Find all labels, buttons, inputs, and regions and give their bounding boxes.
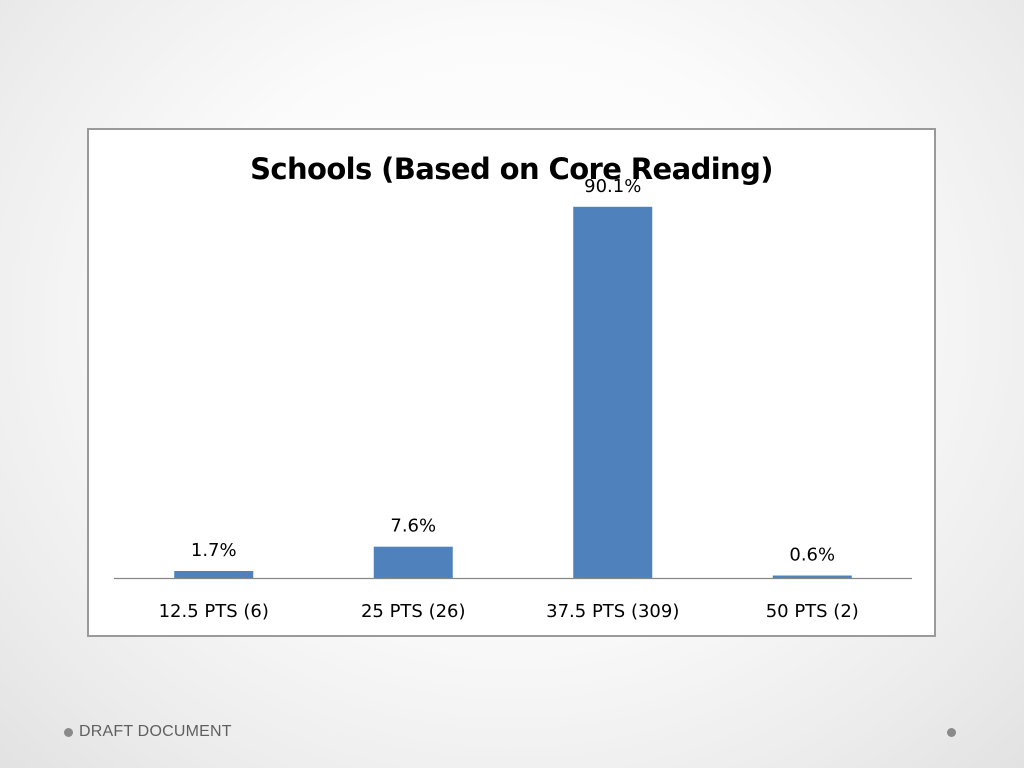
bar (772, 575, 852, 578)
bar (573, 206, 653, 578)
data-label: 90.1% (584, 176, 641, 197)
data-label: 7.6% (390, 516, 436, 537)
data-label: 1.7% (191, 540, 237, 561)
footer-label: DRAFT DOCUMENT (79, 723, 232, 740)
data-label: 0.6% (789, 545, 835, 566)
footer-dot-icon (947, 728, 956, 737)
chart-title: Schools (Based on Core Reading) (250, 152, 773, 186)
x-tick-label: 12.5 PTS (6) (159, 601, 269, 622)
x-tick-label: 25 PTS (26) (361, 601, 466, 622)
x-tick-label: 50 PTS (2) (766, 601, 859, 622)
chart-container: Schools (Based on Core Reading) 1.7% 12.5… (87, 128, 936, 637)
x-tick-label: 37.5 PTS (309) (546, 601, 679, 622)
bar (174, 570, 254, 578)
bar-chart: 1.7% 12.5 PTS (6) 7.6% 25 PTS (26) 90.1% 37.5… (114, 176, 912, 622)
footer-bullet-icon (64, 728, 73, 737)
bar (373, 546, 453, 578)
